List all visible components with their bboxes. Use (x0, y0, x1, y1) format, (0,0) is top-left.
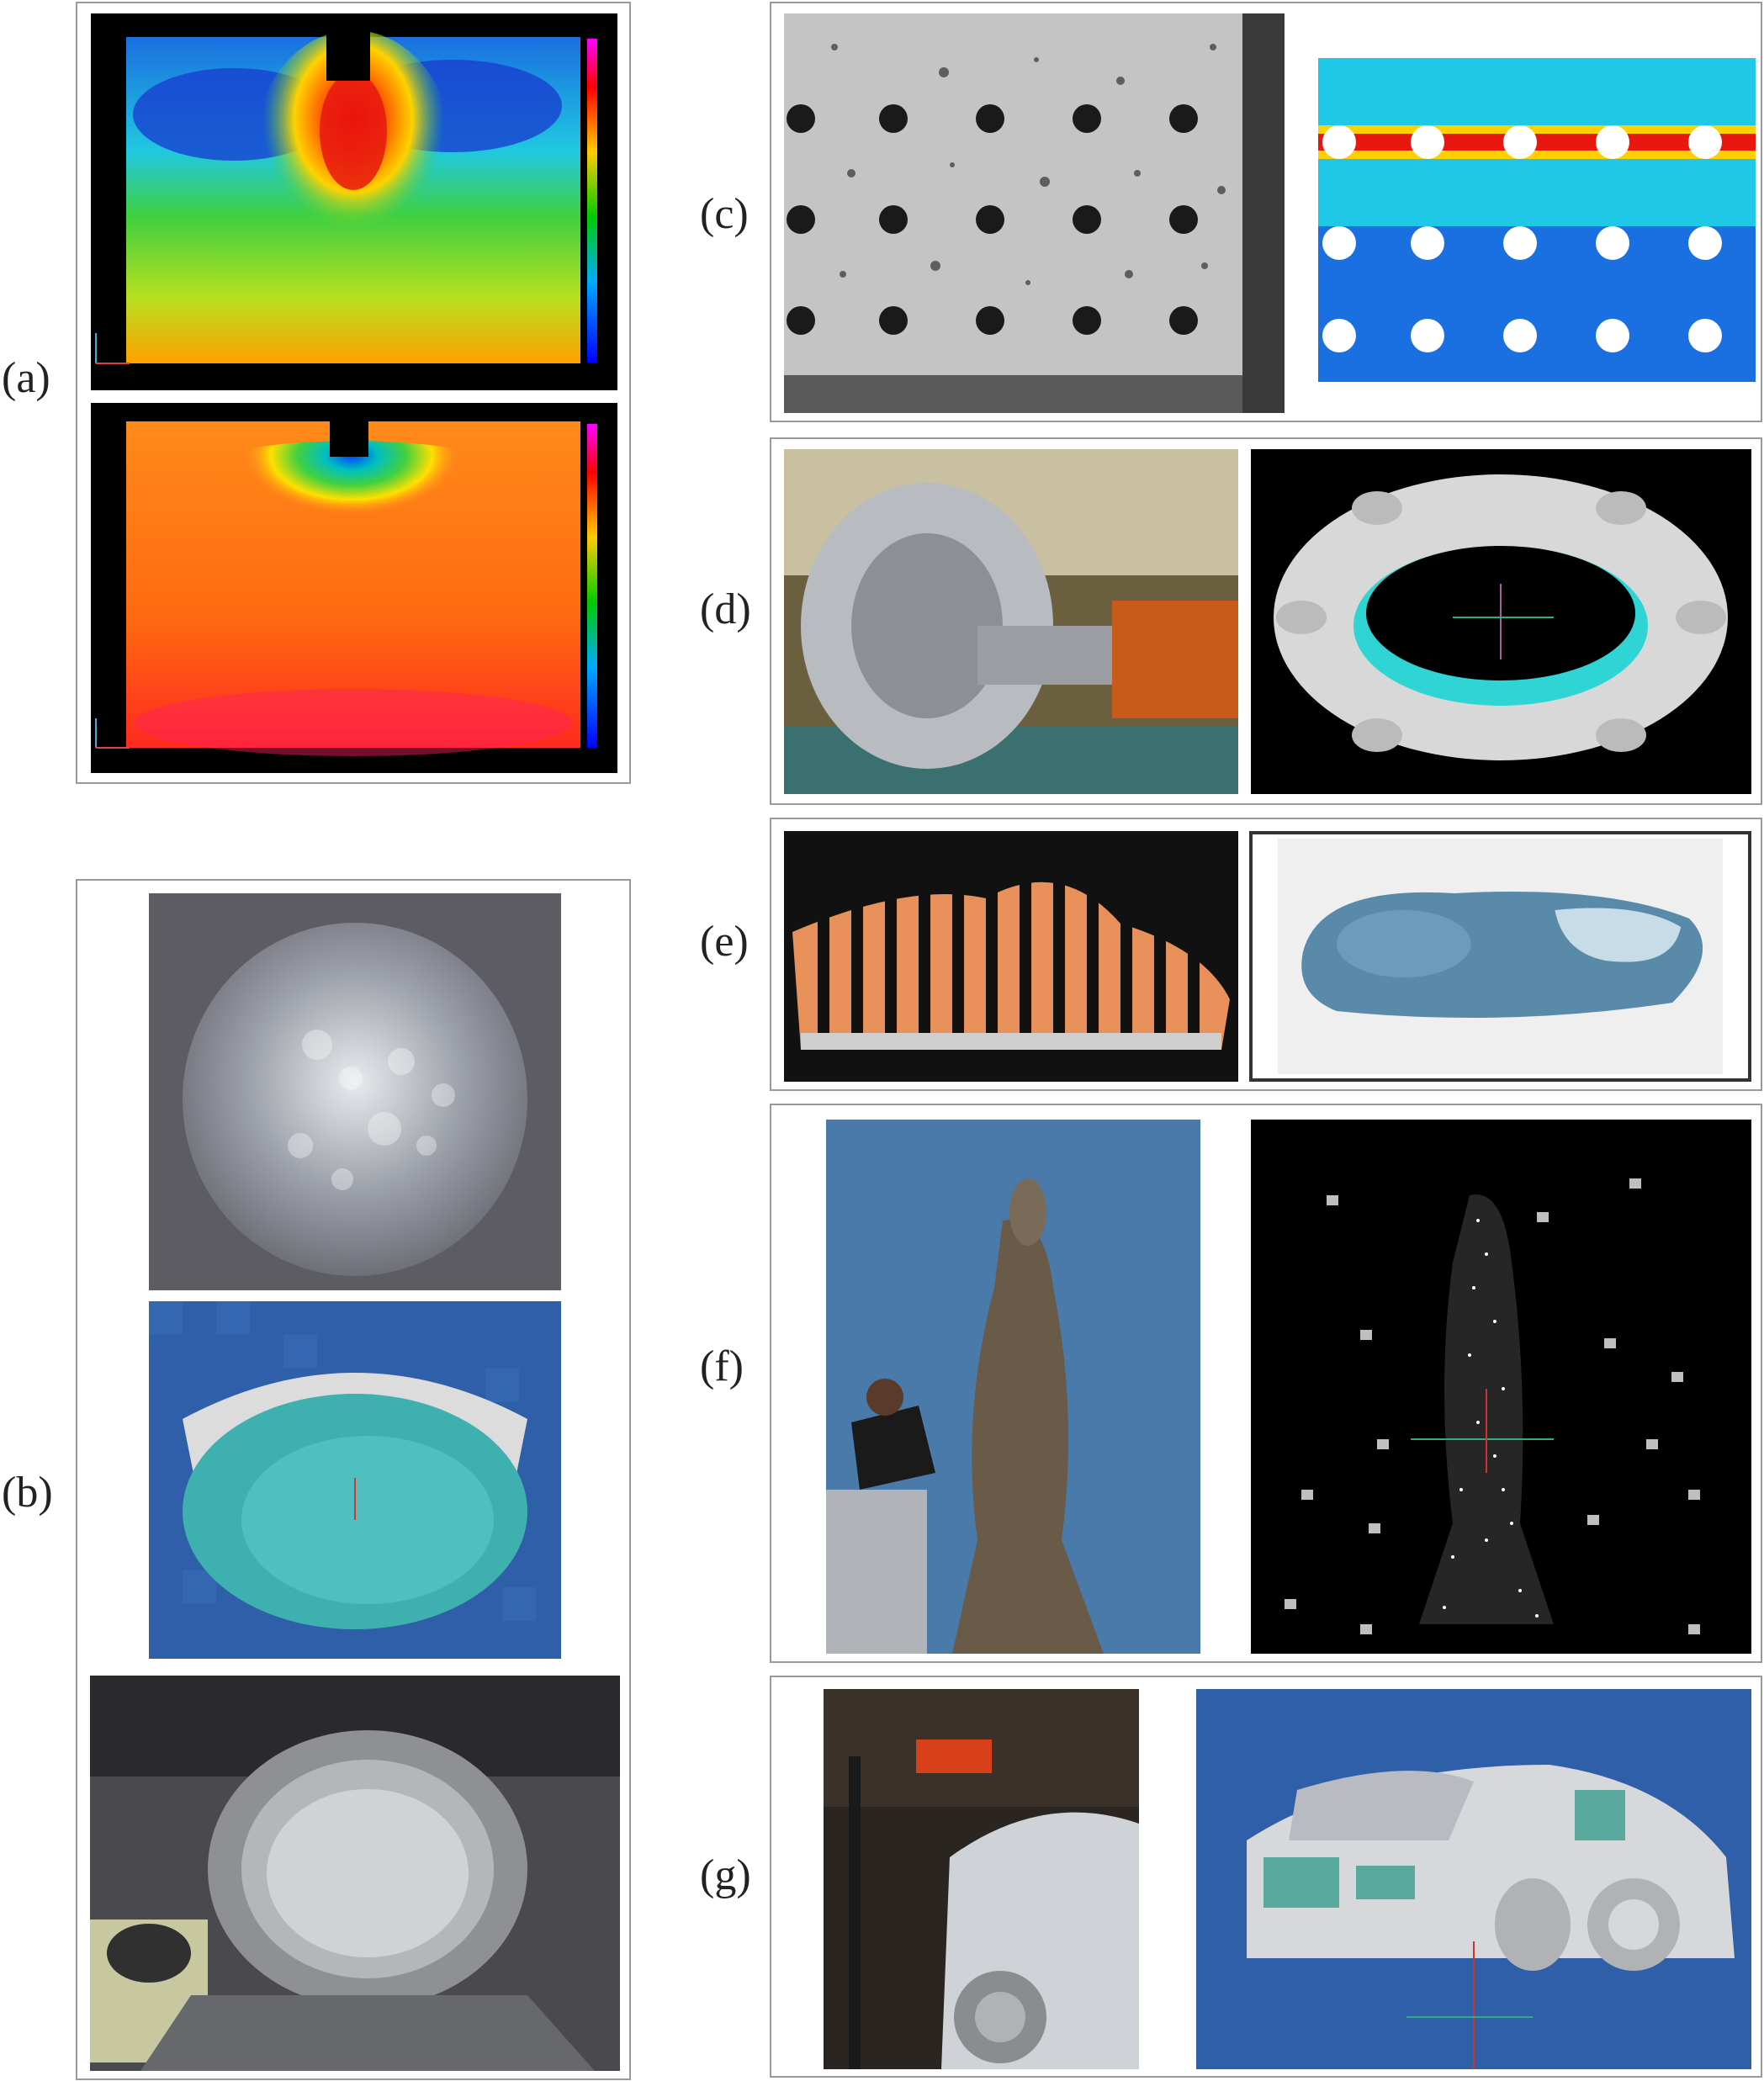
statue-photo (826, 1120, 1200, 1654)
shoe-cad-model (1249, 831, 1751, 1082)
panel-f-frame (770, 1104, 1762, 1663)
turbine-cad-model (1251, 449, 1751, 794)
panel-label-f: (f) (700, 1342, 744, 1390)
striped-shoe-photo (784, 831, 1238, 1082)
strain-map-top (91, 13, 617, 390)
metal-mould-photo (90, 1676, 620, 2071)
bowl-cad-model (149, 1301, 561, 1659)
panel-label-b: (b) (2, 1469, 53, 1517)
car-scan-photo (824, 1689, 1139, 2069)
turbine-photo (784, 449, 1238, 794)
panel-c-frame (770, 2, 1762, 422)
plate-strain-map (1318, 58, 1756, 382)
car-cad-model (1196, 1689, 1751, 2069)
panel-label-e: (e) (700, 918, 749, 966)
panel-b-frame (76, 879, 631, 2080)
panel-label-d: (d) (700, 585, 751, 633)
panel-a-frame (76, 2, 631, 784)
strain-map-bottom (91, 403, 617, 773)
statue-point-cloud (1251, 1120, 1751, 1654)
panel-g-frame (770, 1676, 1762, 2078)
panel-label-a: (a) (2, 354, 50, 402)
panel-label-c: (c) (700, 190, 749, 238)
glass-bowl-photo (149, 893, 561, 1290)
panel-d-frame (770, 437, 1762, 805)
speckle-plate-photo (784, 13, 1285, 413)
panel-label-g: (g) (700, 1851, 751, 1899)
coordinate-axes-icon (95, 333, 130, 364)
panel-e-frame (770, 818, 1762, 1091)
